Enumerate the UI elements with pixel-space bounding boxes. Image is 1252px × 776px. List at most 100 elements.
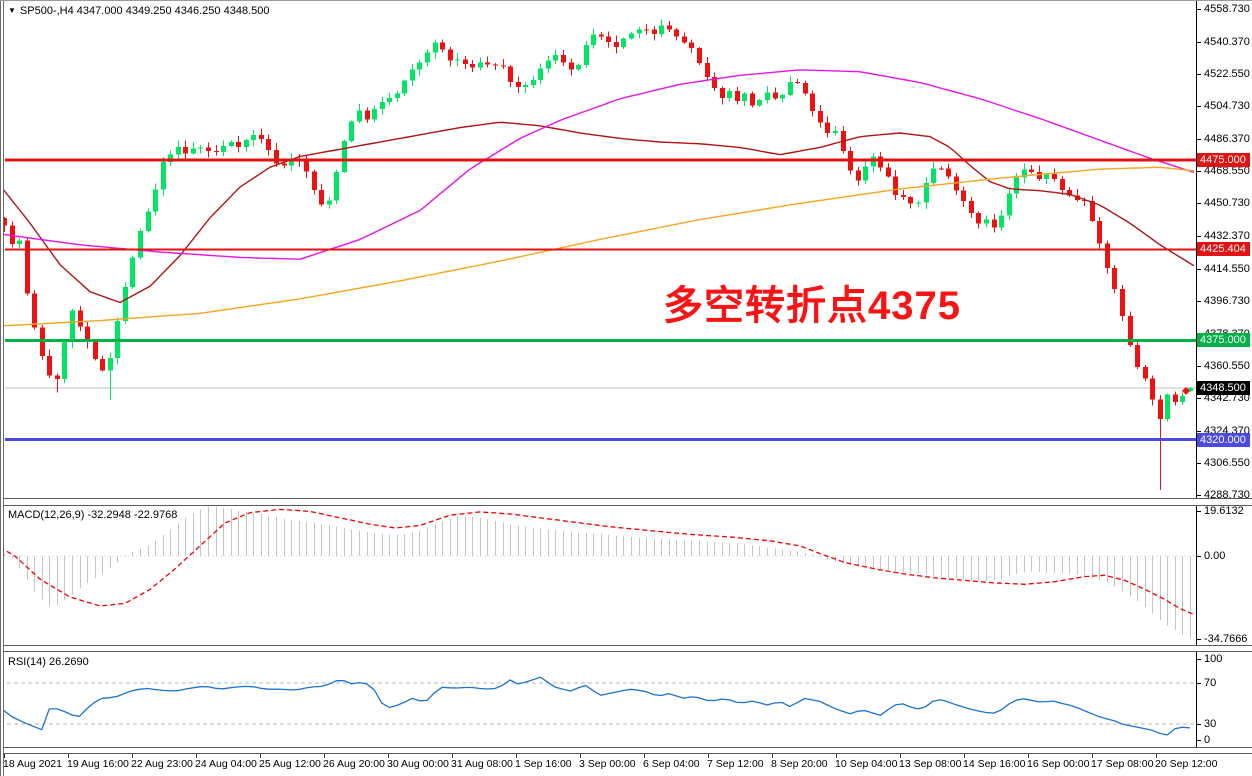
candle-body [123,287,128,321]
candle-body [1014,177,1019,194]
price-tick [1196,365,1201,367]
time-label: 16 Sep 00:00 [1027,758,1090,770]
candle-body [289,158,294,166]
rsi-pane[interactable] [0,652,1196,747]
price-tick [1196,300,1201,302]
candle-body [750,93,755,106]
macd-tick-label: 0.00 [1204,550,1226,563]
candle-body [893,176,898,195]
price-tick-label: 4486.370 [1204,133,1250,146]
time-tick [708,754,709,758]
rsi-tick-label: 70 [1204,677,1217,690]
candlestick-series [2,19,1193,491]
candle-body [312,171,317,190]
candle-body [1060,178,1065,190]
candle-body [1029,169,1034,172]
candle-body [629,33,634,39]
symbol-ohlc-text: SP500-,H4 4347.000 4349.250 4346.250 434… [19,5,270,17]
macd-tick-label: -34.7666 [1204,633,1248,645]
price-tick [1196,398,1201,400]
candle-body [614,41,619,48]
candle-body [637,29,642,34]
candle-body [357,110,362,122]
candle-body [976,212,981,224]
candle-body [652,29,657,34]
candle-body [712,77,717,89]
candle-body [108,357,113,371]
time-label: 31 Aug 08:00 [451,758,513,770]
rsi-tick [1196,659,1201,660]
candle-body [644,29,649,31]
candle-body [17,240,22,245]
level-label-box: 4425.404 [1197,242,1250,257]
candle-body [531,79,536,85]
current-bar-marker [1182,386,1190,395]
price-tick-label: 4432.370 [1204,230,1250,243]
candle-body [130,257,135,288]
macd-histogram [4,506,1191,639]
price-tick [1196,463,1201,465]
candle-body [1067,189,1072,196]
candle-body [1082,199,1087,201]
time-tick [196,754,197,758]
candle-body [1097,220,1102,244]
candle-body [55,375,60,380]
price-tick-label: 4450.730 [1204,197,1250,210]
time-tick [324,754,325,758]
price-tick [1196,73,1201,75]
candle-body [697,48,702,63]
rsi-tick [1196,740,1201,741]
candle-body [93,342,98,359]
candle-body [727,91,732,98]
rsi-tick [1196,724,1201,725]
time-label: 7 Sep 12:00 [707,758,764,770]
ma-slow-orange [0,166,1195,327]
pane-separator[interactable] [0,645,1252,652]
candle-body [946,168,951,177]
time-tick [644,754,645,758]
macd-tick [1196,511,1201,512]
rsi-axis-line [1196,652,1197,747]
time-tick [516,754,517,758]
macd-pane[interactable] [0,506,1196,645]
main-chart-pane[interactable] [0,1,1196,498]
time-label: 25 Aug 12:00 [259,758,321,770]
time-label: 24 Aug 04:00 [195,758,257,770]
candle-body [25,240,30,294]
price-tick-label: 4558.730 [1204,2,1250,15]
candle-body [659,25,664,34]
candle-body [780,94,785,99]
candle-body [1158,399,1163,420]
candle-body [433,42,438,53]
candle-body [606,36,611,42]
price-tick-label: 4468.550 [1204,165,1250,178]
candle-body [229,142,234,146]
rsi-tick-label: 100 [1204,653,1223,665]
price-tick [1196,495,1201,497]
time-label: 10 Sep 04:00 [835,758,898,770]
candle-body [214,150,219,153]
level-label-box: 4475.000 [1197,153,1250,168]
candle-body [863,166,868,181]
candle-body [742,93,747,101]
candle-body [546,60,551,69]
candle-body [138,231,143,258]
candle-body [788,81,793,95]
time-label: 18 Aug 2021 [3,758,62,770]
current-price-label-box: 4348.500 [1197,381,1250,396]
candle-body [1150,378,1155,400]
candle-body [931,168,936,183]
macd-label: MACD(12,26,9) -32.2948 -22.9768 [8,509,178,521]
time-tick [1092,754,1093,758]
candle-body [78,310,83,327]
pane-separator[interactable] [0,747,1252,754]
candle-body [584,44,589,66]
pane-separator[interactable] [0,498,1252,506]
time-tick [132,754,133,758]
candle-body [455,59,460,61]
candle-body [569,62,574,70]
candle-body [191,148,196,154]
symbol-dropdown-icon[interactable]: ▼ [8,6,16,15]
price-tick-label: 4540.370 [1204,35,1250,48]
candle-body [2,218,7,226]
